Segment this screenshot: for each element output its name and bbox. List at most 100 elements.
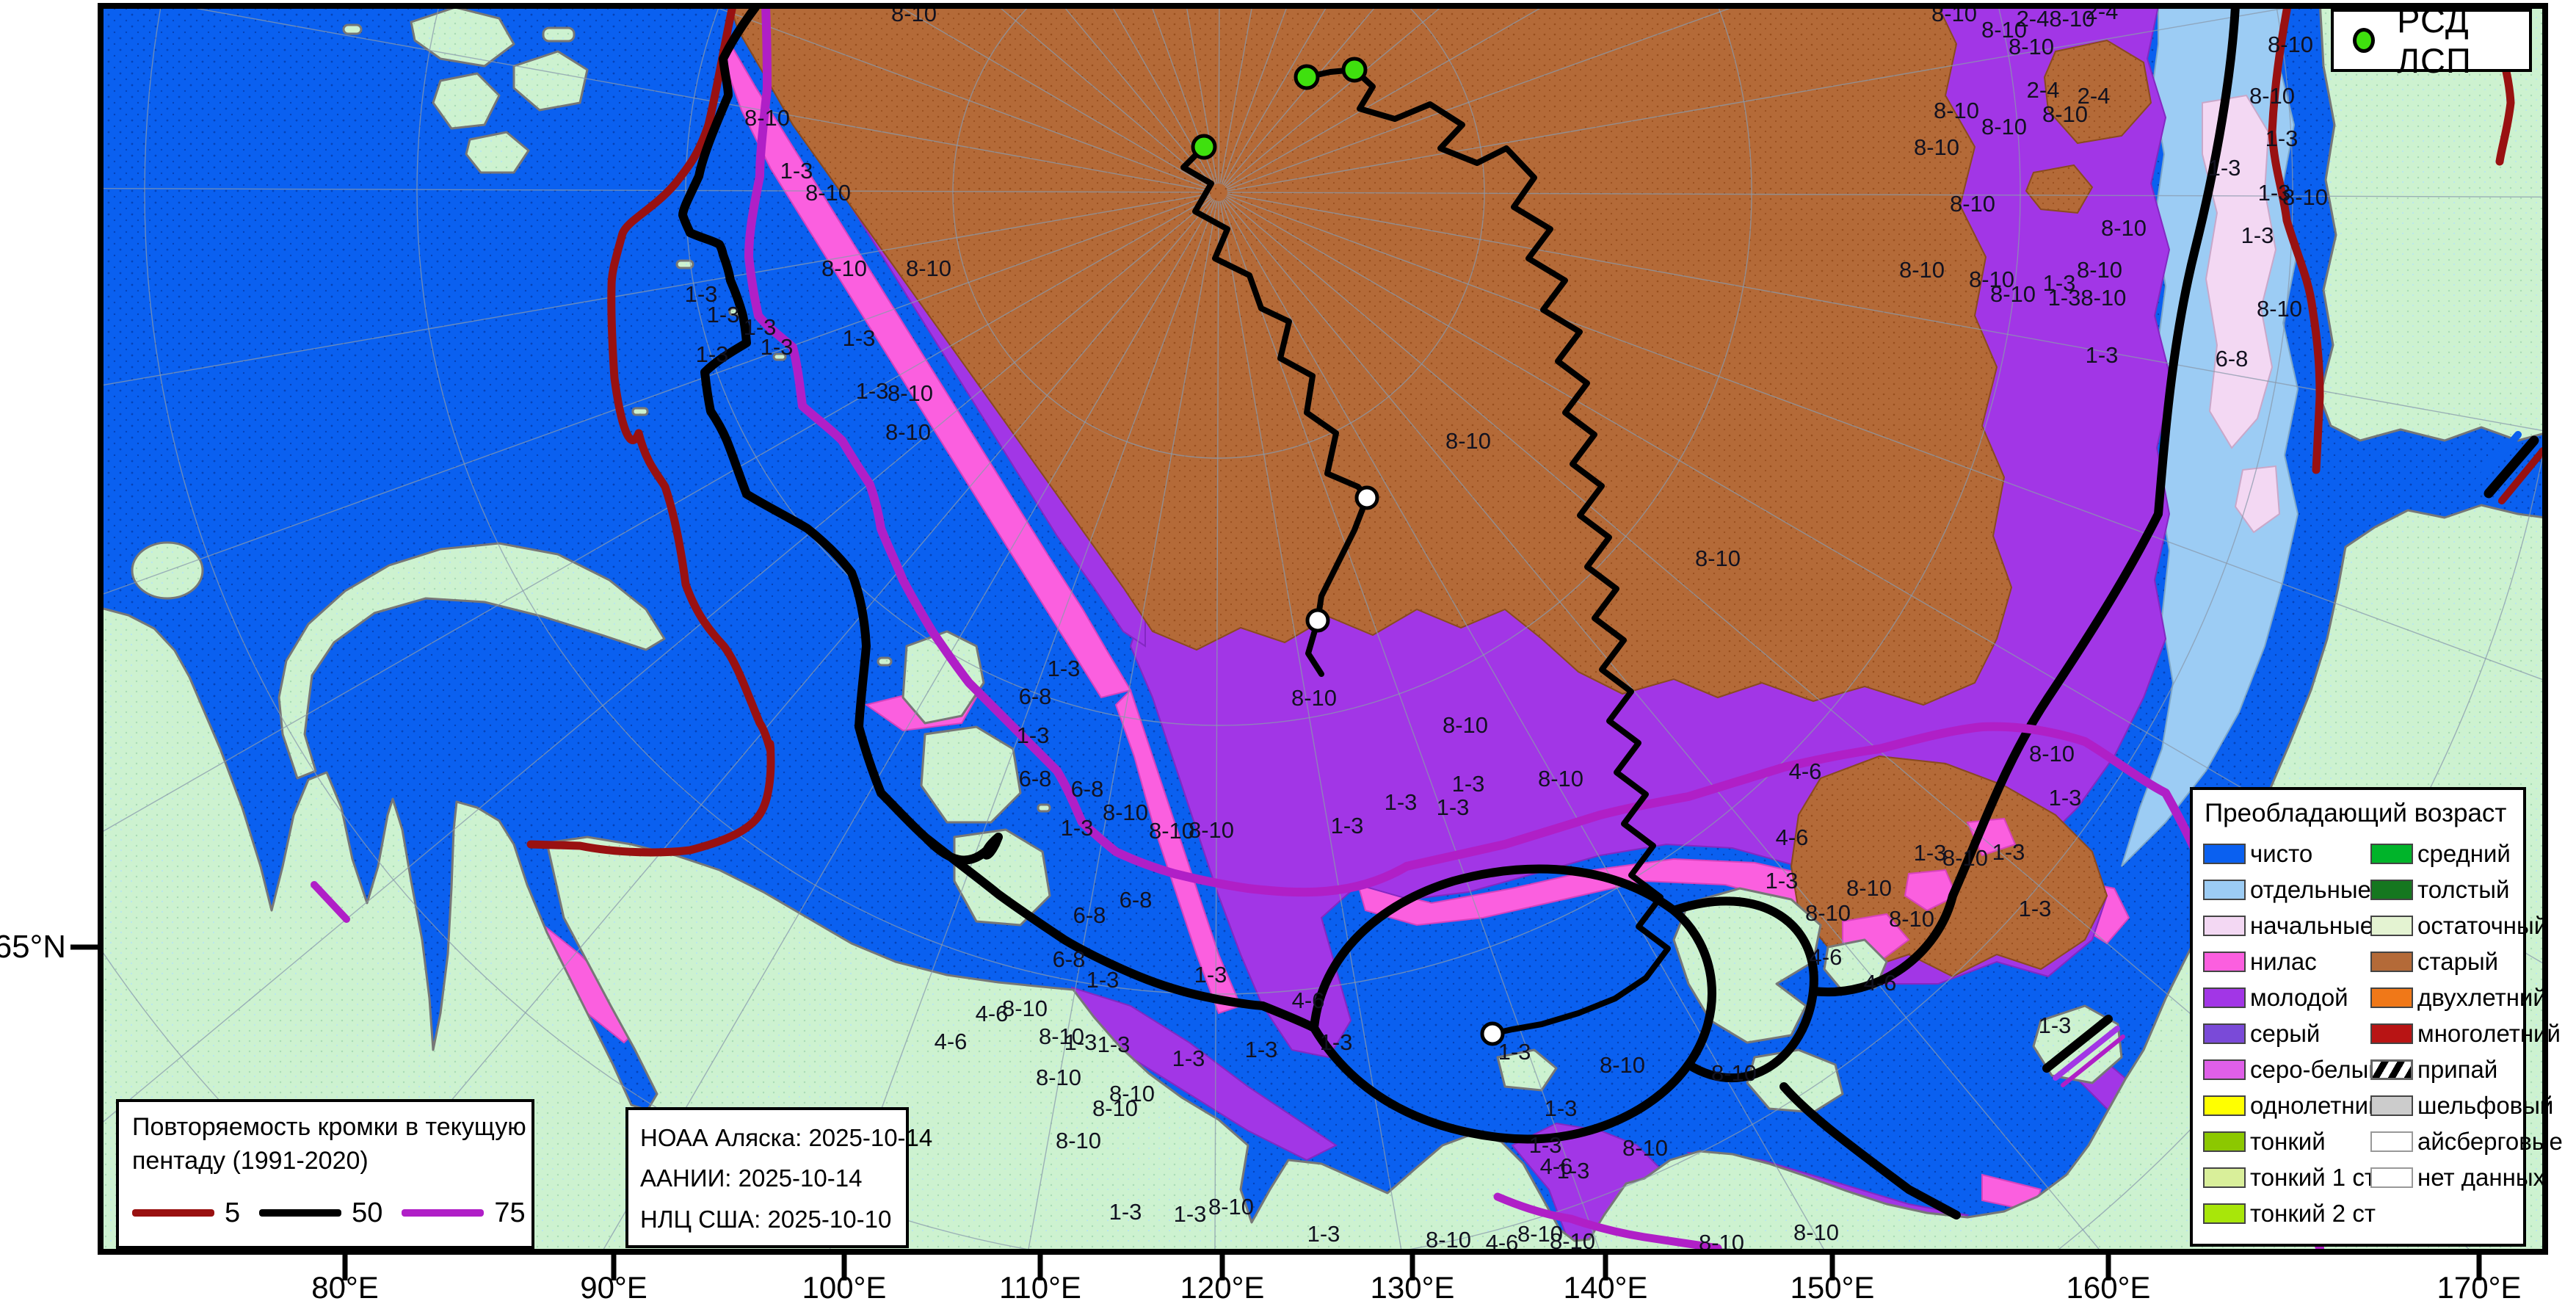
age-legend-label: тонкий 1 ст — [2250, 1163, 2376, 1191]
age-legend-item: нет данных — [2370, 1159, 2545, 1195]
edge-line-sample — [259, 1209, 342, 1217]
edge-contour-5-east — [2268, 6, 2324, 474]
longitude-tick-label: 100°E — [802, 1270, 887, 1301]
ice-concentration-label: 2-48-10 — [2017, 6, 2095, 32]
ice-concentration-label: 8-10 — [1622, 1135, 1668, 1161]
age-legend-label: начальные — [2250, 911, 2374, 939]
ice-concentration-label: 1-3 — [685, 281, 718, 307]
ice-concentration-label: 1-3 — [1498, 1039, 1531, 1065]
latitude-circle — [144, 6, 2293, 1252]
strait-hatch-strips — [2472, 431, 2545, 504]
ice-concentration-label: 8-10 — [1550, 1228, 1595, 1254]
ice-concentration-label: 4-6 — [935, 1029, 968, 1054]
meridian-line — [1227, 193, 2545, 432]
ice-concentration-label: 8-10 — [885, 419, 931, 445]
longitude-tick-label: 160°E — [2067, 1270, 2151, 1301]
ice-concentration-label: 1-3 — [1992, 839, 2025, 865]
ice-concentration-label: 8-10 — [744, 105, 790, 131]
edge-contour-50-east — [1809, 6, 2240, 997]
ice-concentration-label: 1-3 — [2049, 785, 2082, 811]
edge-legend-item: 75 — [402, 1197, 544, 1229]
rsd-legend-label: РСД ЛСП — [2397, 1, 2472, 80]
ice-concentration-label: 1-3 — [1437, 794, 1470, 820]
sources-box: НОАА Аляска: 2025-10-14 ААНИИ: 2025-10-14… — [625, 1107, 932, 1248]
ice-concentration-label: 8-10 — [906, 256, 951, 281]
ice-concentration-label: 4-6 — [1776, 825, 1809, 850]
ice-concentration-label: 4-6 — [1486, 1230, 1519, 1255]
age-legend-item: айсберговые — [2370, 1123, 2563, 1159]
ice-concentration-label: 8-10 — [1805, 900, 1851, 926]
ice-concentration-label: 1-3 — [2258, 180, 2291, 206]
meridian-line — [179, 6, 1211, 192]
ice-concentration-label: 8-10 — [1103, 800, 1148, 825]
ice-concentration-label: 8-10 — [1109, 1081, 1155, 1106]
age-legend-item: нилас — [2203, 943, 2370, 979]
source-date-line: НЛЦ США: 2025-10-10 — [640, 1205, 892, 1233]
age-swatch-color — [2370, 843, 2413, 864]
age-legend-label: шельфовый — [2417, 1091, 2554, 1119]
longitude-tick-label: 170°E — [2437, 1270, 2522, 1301]
ice-concentration-label: 8-10 — [2268, 32, 2313, 57]
age-legend-item: отдельные — [2203, 871, 2371, 907]
ice-concentration-label: 8-10 — [2029, 741, 2075, 767]
age-legend-item: однолетний — [2203, 1087, 2381, 1123]
ice-concentration-label: 8-10 — [1600, 1052, 1645, 1078]
meridian-line — [897, 6, 1211, 189]
age-legend-label: серо-белый — [2250, 1055, 2382, 1083]
ice-concentration-label: 8-10 — [1291, 685, 1337, 711]
ice-concentration-label: 1-3 — [2086, 342, 2119, 368]
age-swatch-color — [2370, 879, 2413, 900]
age-swatch-color — [2370, 987, 2413, 1008]
age-legend-item: припай — [2370, 1051, 2528, 1087]
ice-concentration-label: 6-8 — [1019, 766, 1052, 791]
age-legend-item: старый — [2370, 943, 2528, 979]
land — [101, 6, 2545, 1252]
longitude-tick-label: 110°E — [999, 1270, 1081, 1301]
ice-concentration-label: 8-10 — [2101, 215, 2147, 241]
age-swatch-color — [2203, 1095, 2246, 1116]
meridian-line — [1227, 6, 1738, 190]
age-legend-item: серый — [2203, 1015, 2370, 1051]
age-swatch-white — [2370, 1131, 2413, 1152]
age-legend-label: отдельные — [2250, 875, 2371, 903]
longitude-tick-label: 80°E — [311, 1270, 379, 1301]
age-legend: Преобладающий возраст чисто отдельные нача… — [2190, 787, 2563, 1247]
meridian-line — [1227, 192, 2545, 198]
age-legend-label: чисто — [2250, 839, 2313, 867]
ice-concentration-label: 6-8 — [1120, 887, 1153, 913]
source-date-line: ААНИИ: 2025-10-14 — [640, 1164, 863, 1192]
age-legend-item: тонкий — [2203, 1123, 2370, 1159]
ice-concentration-label: 1-3 — [1097, 1032, 1131, 1057]
ice-concentration-label: 8-10 — [1899, 257, 1945, 283]
ice-concentration-label: 1-3 — [1048, 656, 1081, 681]
ice-concentration-label: 1-3 — [2019, 896, 2052, 921]
edge-contour-75-strait — [311, 881, 350, 923]
age-legend-label: средний — [2417, 839, 2511, 867]
ice-concentration-label: 1-3 — [1529, 1132, 1562, 1158]
age-legend-item: средний — [2370, 836, 2528, 871]
rsd-station-marker — [1294, 64, 1320, 90]
ice-concentration-label: 8-10 — [1149, 818, 1194, 844]
drift-track-marker — [1305, 608, 1330, 633]
meridian-line — [101, 196, 1211, 834]
ice-concentration-label: 8-10 — [1002, 996, 1048, 1021]
age-swatch-color — [2203, 987, 2246, 1008]
age-legend-left-column: чисто отдельные начальные нилас молодой серый… — [2203, 836, 2382, 1231]
ice-concentration-label: 8-10 — [1711, 1060, 1757, 1086]
ice-concentration-label: 8-10 — [1931, 1, 1977, 26]
longitude-tick-label: 150°E — [1790, 1270, 1875, 1301]
ice-concentration-label: 8-10 — [2042, 101, 2088, 127]
ice-concentration-label: 1-3 — [761, 334, 794, 360]
age-legend-label: молодой — [2250, 983, 2348, 1011]
meridian-line — [101, 187, 1211, 193]
ice-concentration-label: 1-3 — [1245, 1037, 1278, 1062]
age-swatch-color — [2370, 1095, 2413, 1116]
ice-concentration-label: 8-10 — [1445, 428, 1491, 454]
ice-concentration-label: 8-10 — [1942, 845, 1988, 871]
ice-concentration-label: 4-6 — [1540, 1153, 1573, 1179]
age-legend-item: остаточный — [2370, 907, 2547, 943]
drift-track-marker — [1354, 485, 1379, 510]
ice-concentration-label: 8-10 — [1950, 191, 1995, 217]
